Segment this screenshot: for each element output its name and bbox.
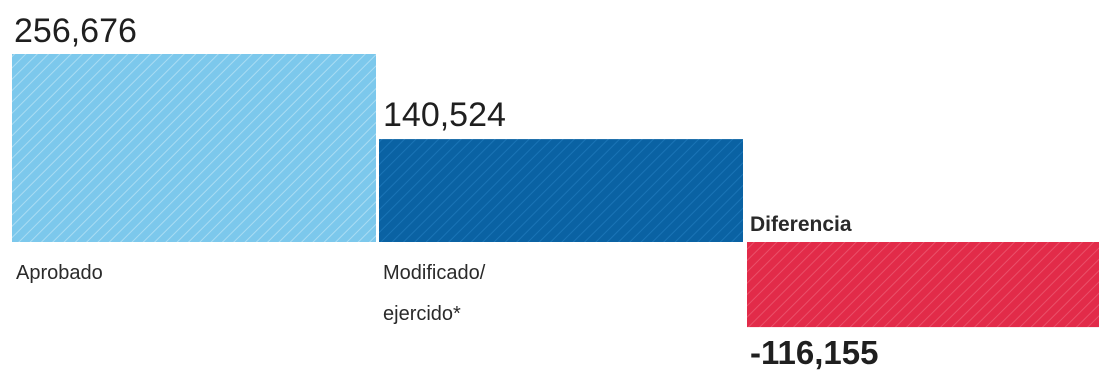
value-label-modificado-ejercido: 140,524 <box>383 96 506 134</box>
bar-diferencia <box>747 242 1099 328</box>
value-label-diferencia: -116,155 <box>750 334 878 370</box>
bar-modificado-ejercido <box>379 139 743 242</box>
bar-aprobado <box>12 54 376 242</box>
value-label-aprobado: 256,676 <box>14 12 137 50</box>
category-label-aprobado: Aprobado <box>16 262 103 284</box>
category-label-modificado-line2: ejercido* <box>383 303 461 325</box>
category-label-diferencia: Diferencia <box>750 213 852 236</box>
category-label-modificado-line1: Modificado/ <box>383 262 486 284</box>
